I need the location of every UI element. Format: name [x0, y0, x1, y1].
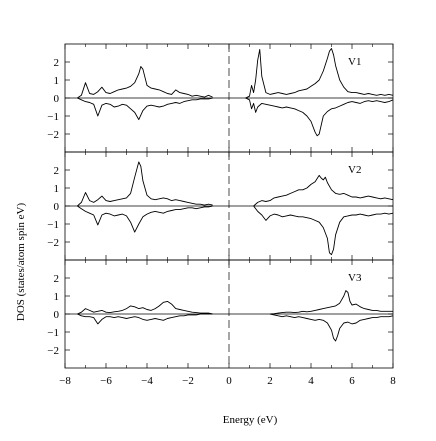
dos-curve-spin-down: [77, 97, 213, 121]
dos-curve-spin-down: [245, 97, 394, 137]
x-tick-label: 4: [308, 375, 314, 387]
x-tick-label: 6: [349, 375, 355, 387]
dos-curve-spin-up: [269, 290, 393, 315]
y-tick-label: −1: [47, 327, 59, 339]
panels-group: 2 1 0 −1 −2 V1 2 1 0 −1 −2 V2 2 1 0 −1 −2 V3: [47, 43, 394, 369]
dos-curve-spin-down: [77, 205, 213, 233]
dos-curve-spin-up: [245, 48, 394, 99]
x-tick-label: −2: [182, 375, 194, 387]
x-axis: −8 −6 −4 −2 0 2 4 6 8: [59, 375, 396, 387]
x-tick-label: 8: [390, 375, 396, 387]
y-tick-label: 0: [54, 309, 60, 321]
y-tick-label: −2: [47, 129, 59, 141]
y-tick-label: 1: [54, 75, 60, 87]
y-tick-label: 0: [54, 201, 60, 213]
y-tick-label: 1: [54, 291, 60, 303]
y-tick-label: 1: [54, 183, 60, 195]
y-tick-label: 2: [54, 273, 60, 285]
panel-v1: 2 1 0 −1 −2 V1: [47, 43, 394, 153]
dos-curve-spin-down: [253, 205, 394, 256]
x-tick-label: 2: [267, 375, 273, 387]
dos-curve-spin-up: [77, 161, 213, 207]
y-tick-label: 0: [54, 93, 60, 105]
panel-label: V3: [348, 272, 362, 284]
panel-label: V1: [348, 56, 361, 68]
y-tick-label: −2: [47, 237, 59, 249]
y-tick-label: −1: [47, 111, 59, 123]
panel-v2: 2 1 0 −1 −2 V2: [47, 151, 394, 261]
x-axis-label: Energy (eV): [223, 414, 278, 426]
x-tick-label: −8: [59, 375, 71, 387]
dos-curve-spin-down: [269, 313, 394, 342]
x-tick-label: −6: [100, 375, 112, 387]
y-tick-label: 2: [54, 57, 60, 69]
y-tick-label: 2: [54, 165, 60, 177]
panel-v3: 2 1 0 −1 −2 V3: [47, 259, 394, 369]
dos-curve-spin-up: [77, 66, 213, 99]
dos-curve-spin-down: [77, 313, 213, 325]
panel-label: V2: [348, 164, 361, 176]
dos-curve-spin-up: [253, 174, 394, 207]
x-tick-label: 0: [226, 375, 232, 387]
y-tick-label: −2: [47, 345, 59, 357]
y-axis-label: DOS (states/atom spin eV): [15, 203, 27, 322]
x-tick-label: −4: [141, 375, 153, 387]
y-tick-label: −1: [47, 219, 59, 231]
dos-curve-spin-up: [77, 300, 213, 315]
